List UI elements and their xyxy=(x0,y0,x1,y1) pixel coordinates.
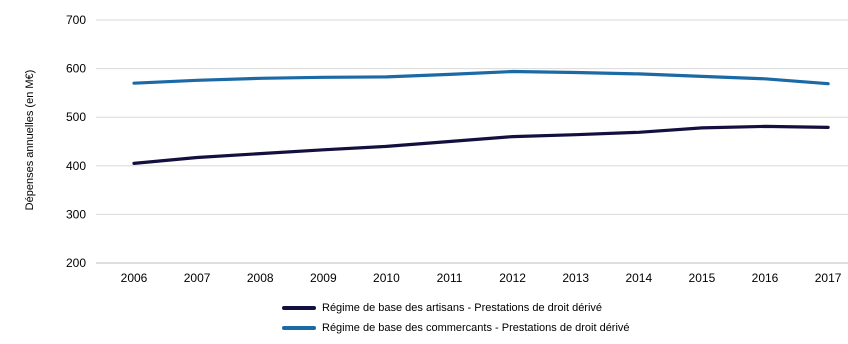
y-tick-label: 500 xyxy=(66,110,86,124)
y-tick-label: 600 xyxy=(66,62,86,76)
x-tick-label: 2015 xyxy=(689,271,716,285)
x-tick-label: 2007 xyxy=(184,271,211,285)
x-tick-label: 2014 xyxy=(625,271,652,285)
x-tick-label: 2008 xyxy=(247,271,274,285)
x-tick-label: 2009 xyxy=(310,271,337,285)
legend-label-artisans: Régime de base des artisans - Prestation… xyxy=(322,302,603,314)
y-axis-ticks: 200 300 400 500 600 700 xyxy=(66,13,86,270)
gridlines xyxy=(96,19,848,264)
x-tick-label: 2006 xyxy=(121,271,148,285)
y-tick-label: 300 xyxy=(66,207,86,221)
legend-swatch-commercants xyxy=(282,326,316,330)
x-axis-ticks: 2006 2007 2008 2009 2010 2011 2012 2013 2014 2015… xyxy=(121,271,842,285)
x-tick-label: 2012 xyxy=(499,271,526,285)
x-tick-label: 2013 xyxy=(562,271,589,285)
x-tick-label: 2010 xyxy=(373,271,400,285)
legend: Régime de base des artisans - Prestation… xyxy=(282,298,630,338)
x-tick-label: 2017 xyxy=(815,271,842,285)
y-tick-label: 400 xyxy=(66,159,86,173)
y-tick-label: 200 xyxy=(66,256,86,270)
series-line-1 xyxy=(132,69,830,86)
y-axis-title: Dépenses annuelles (en M€) xyxy=(24,70,36,211)
y-tick-label: 700 xyxy=(66,13,86,27)
legend-swatch-artisans xyxy=(282,306,316,310)
legend-item-commercants: Régime de base des commercants - Prestat… xyxy=(282,318,630,338)
x-tick-label: 2016 xyxy=(752,271,779,285)
legend-item-artisans: Régime de base des artisans - Prestation… xyxy=(282,298,630,318)
series-line-0 xyxy=(132,124,830,165)
legend-label-commercants: Régime de base des commercants - Prestat… xyxy=(322,322,630,334)
x-tick-label: 2011 xyxy=(437,271,463,285)
series-lines xyxy=(132,69,830,165)
